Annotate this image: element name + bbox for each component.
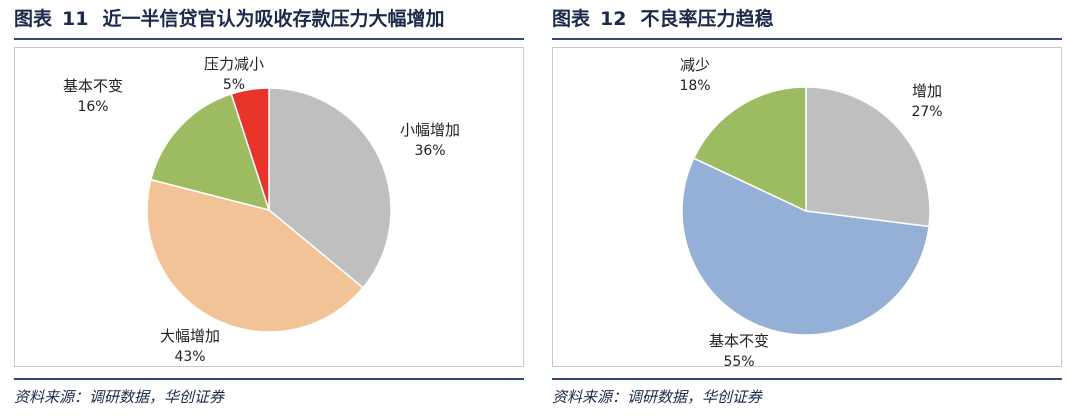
right-source-note: 资料来源：调研数据，华创证券 bbox=[552, 388, 763, 406]
slice-label: 基本不变 bbox=[63, 77, 123, 95]
slice-value-label: 36% bbox=[414, 143, 445, 159]
slice-value-label: 5% bbox=[223, 77, 245, 93]
right-title-rule bbox=[552, 38, 1062, 40]
right-figure-title-text: 不良率压力趋稳 bbox=[640, 8, 774, 30]
pie-slice bbox=[230, 87, 270, 211]
right-pie-chart: 增加 27% 基本不变 55% 减少 18% bbox=[679, 56, 942, 370]
slice-label: 基本不变 bbox=[709, 332, 769, 350]
slice-value-label: 43% bbox=[174, 349, 205, 365]
pie-slice bbox=[805, 86, 931, 228]
pie-slice bbox=[268, 87, 392, 289]
right-figure-title-number: 12 bbox=[600, 8, 627, 30]
left-figure-panel: 图表 11 近一半信贷官认为吸收存款压力大幅增加 小幅增加 36% 大幅增加 43% 基本不… bbox=[14, 0, 524, 420]
left-figure-title-text: 近一半信贷官认为吸收存款压力大幅增加 bbox=[102, 8, 445, 30]
slice-label: 减少 bbox=[680, 56, 710, 74]
right-figure-panel: 图表 12 不良率压力趋稳 增加 27% 基本不变 55% 减少 18% 资料来源：调研数据，… bbox=[552, 0, 1062, 420]
left-chart-box: 小幅增加 36% 大幅增加 43% 基本不变 16% 压力减小 5% bbox=[14, 47, 524, 367]
slice-value-label: 18% bbox=[679, 78, 710, 94]
slice-label: 增加 bbox=[912, 82, 942, 100]
pie-slice bbox=[146, 178, 365, 333]
left-pie-chart: 小幅增加 36% 大幅增加 43% 基本不变 16% 压力减小 5% bbox=[63, 55, 460, 365]
left-figure-title-prefix: 图表 bbox=[14, 8, 53, 30]
pie-slice bbox=[692, 86, 807, 213]
pie-slice bbox=[149, 93, 271, 212]
slice-label: 大幅增加 bbox=[160, 327, 220, 345]
slice-value-label: 27% bbox=[911, 104, 942, 120]
right-figure-title: 图表 12 不良率压力趋稳 bbox=[552, 4, 773, 31]
right-figure-title-prefix: 图表 bbox=[552, 8, 591, 30]
slice-label: 压力减小 bbox=[204, 55, 264, 73]
slice-label: 小幅增加 bbox=[400, 121, 460, 139]
left-figure-title-number: 11 bbox=[62, 8, 89, 30]
right-chart-box: 增加 27% 基本不变 55% 减少 18% bbox=[552, 47, 1062, 370]
left-title-rule bbox=[14, 38, 524, 40]
left-figure-title: 图表 11 近一半信贷官认为吸收存款压力大幅增加 bbox=[14, 4, 444, 31]
slice-value-label: 16% bbox=[77, 99, 108, 115]
right-source-rule bbox=[552, 378, 1062, 380]
left-source-rule bbox=[14, 378, 524, 380]
left-source-note: 资料来源：调研数据，华创证券 bbox=[14, 388, 225, 406]
pie-slice bbox=[681, 157, 930, 336]
slice-value-label: 55% bbox=[723, 354, 754, 366]
